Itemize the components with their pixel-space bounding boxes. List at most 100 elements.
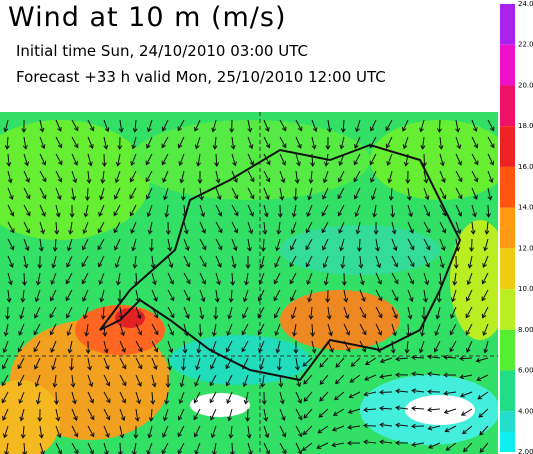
wind-arrow — [289, 255, 297, 268]
wind-arrow — [307, 187, 313, 201]
wind-arrow — [100, 170, 106, 184]
wind-arrow — [347, 440, 361, 446]
wind-arrow — [215, 221, 223, 234]
wind-arrow — [177, 408, 185, 421]
wind-arrow — [65, 289, 73, 302]
wind-arrow — [359, 272, 365, 286]
wind-arrow — [334, 374, 345, 385]
wind-arrow — [487, 170, 494, 184]
wind-arrow — [294, 170, 300, 184]
wind-arrow — [363, 407, 377, 413]
wind-arrow — [443, 354, 457, 360]
wind-arrow — [3, 119, 9, 133]
wind-arrow — [279, 136, 287, 149]
wind-arrow — [49, 323, 57, 336]
wind-arrow — [434, 323, 441, 337]
wind-arrow — [37, 255, 43, 269]
wind-arrow — [379, 389, 393, 395]
wind-arrow — [459, 356, 473, 362]
wind-arrow — [103, 408, 111, 421]
wind-arrow — [150, 255, 156, 269]
wind-arrow — [19, 306, 25, 320]
wind-arrow — [411, 371, 425, 377]
wind-arrow — [326, 119, 332, 133]
wind-arrow — [477, 391, 489, 400]
wind-arrow — [34, 306, 41, 319]
wind-arrow — [35, 391, 41, 405]
wind-arrow — [439, 153, 445, 167]
wind-arrow — [406, 187, 412, 201]
wind-arrow — [39, 204, 46, 217]
wind-arrow — [167, 340, 174, 354]
wind-arrow — [407, 204, 413, 218]
wind-arrow — [340, 255, 346, 269]
wind-arrow — [375, 340, 382, 354]
wind-arrow — [66, 238, 73, 252]
wind-arrow — [81, 238, 89, 251]
wind-arrow — [215, 170, 221, 184]
wind-arrow — [444, 425, 457, 433]
wind-arrow — [71, 119, 79, 132]
wind-arrow — [87, 391, 94, 404]
wind-arrow — [310, 323, 316, 337]
forecast-valid: Forecast +33 h valid Mon, 25/10/2010 12:… — [16, 68, 386, 86]
colorbar-segment — [500, 370, 515, 412]
wind-arrow — [311, 119, 318, 133]
wind-arrow — [482, 323, 489, 337]
wind-arrow — [353, 187, 361, 200]
wind-arrow — [65, 272, 73, 285]
wind-arrow — [34, 357, 41, 370]
wind-arrow — [379, 357, 393, 364]
wind-arrow — [97, 255, 105, 268]
wind-arrow — [179, 374, 185, 388]
wind-arrow — [23, 187, 31, 200]
wind-arrow — [67, 340, 73, 354]
wind-arrow — [6, 153, 12, 167]
wind-arrow — [145, 170, 153, 183]
wind-arrow — [407, 289, 414, 303]
wind-arrow — [165, 221, 171, 235]
wind-arrow — [385, 136, 393, 149]
wind-arrow — [295, 374, 302, 388]
calm-patch — [190, 393, 250, 417]
wind-arrow — [395, 405, 409, 411]
wind-arrow — [439, 204, 447, 217]
wind-arrow — [87, 374, 94, 388]
wind-arrow — [308, 306, 314, 320]
wind-arrow — [325, 136, 331, 150]
wind-arrow — [39, 136, 46, 150]
wind-arrow — [1, 391, 9, 404]
wind-patch — [170, 335, 310, 385]
wind-arrow — [386, 153, 393, 167]
wind-arrow — [369, 119, 377, 132]
wind-arrow — [164, 391, 170, 405]
wind-arrow — [407, 306, 413, 320]
wind-arrow — [119, 425, 125, 439]
wind-arrow — [423, 238, 431, 251]
wind-arrow — [87, 425, 95, 438]
wind-arrow — [337, 187, 345, 200]
wind-arrow — [305, 255, 313, 268]
wind-arrow — [455, 187, 463, 200]
wind-arrow — [323, 272, 329, 286]
wind-arrow — [375, 272, 382, 285]
wind-arrow — [131, 136, 137, 150]
wind-arrow — [407, 221, 414, 234]
wind-arrow — [181, 357, 186, 371]
wind-arrow — [146, 136, 153, 149]
colorbar-segment — [500, 329, 515, 371]
wind-arrow — [135, 323, 143, 336]
wind-arrow — [257, 323, 265, 336]
wind-arrow — [375, 323, 383, 336]
wind-arrow — [81, 255, 89, 268]
wind-arrow — [55, 136, 63, 149]
wind-arrow — [438, 272, 444, 286]
wind-arrow — [117, 289, 123, 303]
wind-arrow — [118, 119, 124, 133]
wind-arrow — [387, 170, 393, 184]
wind-arrow — [247, 221, 254, 235]
wind-arrow — [211, 119, 217, 133]
wind-arrow — [194, 119, 201, 132]
wind-arrow — [21, 119, 27, 133]
